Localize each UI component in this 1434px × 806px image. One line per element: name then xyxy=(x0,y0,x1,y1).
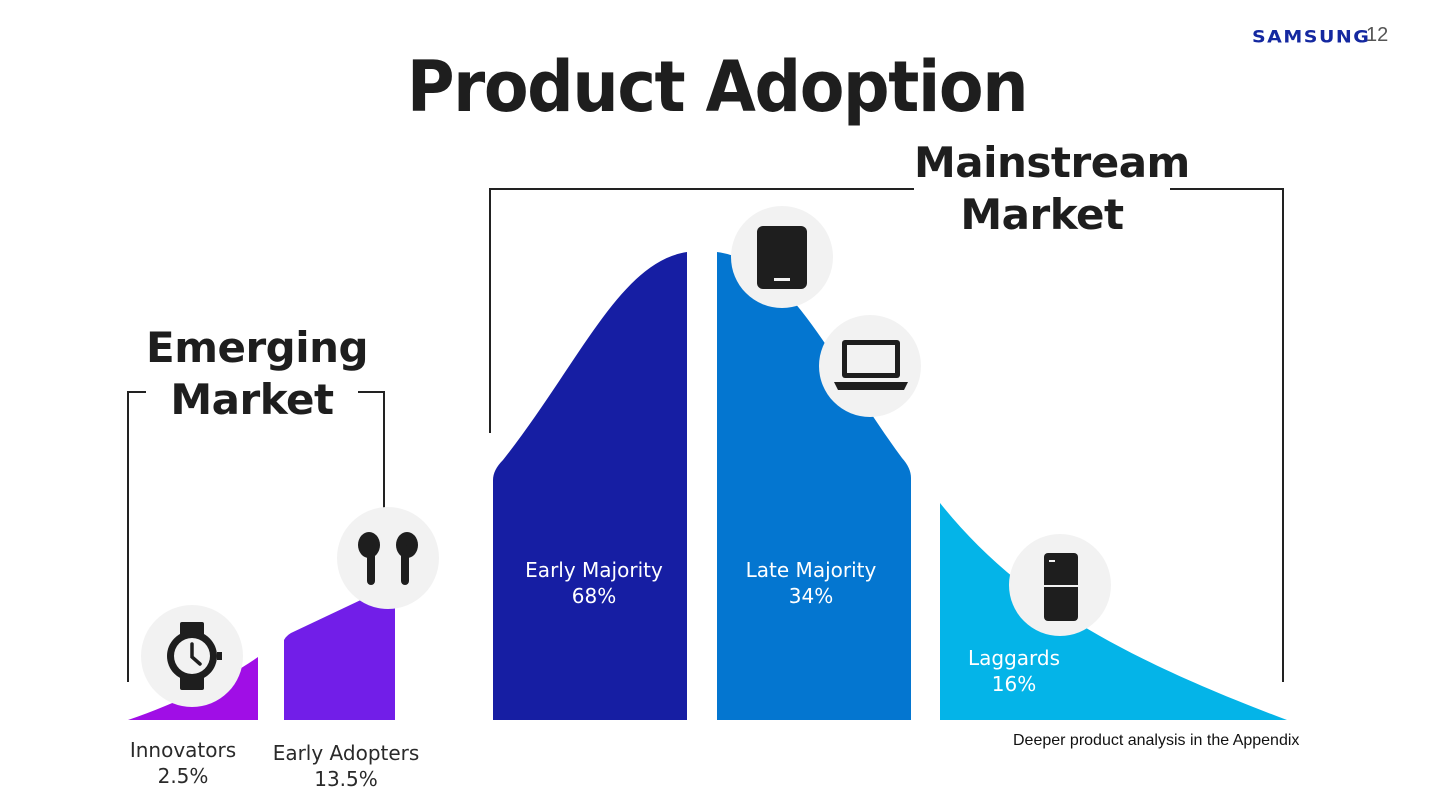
smartwatch-icon xyxy=(141,605,243,707)
laptop-icon xyxy=(819,315,921,417)
early-majority-label: Early Majority 68% xyxy=(525,558,663,608)
page-number: 12 xyxy=(1366,24,1389,46)
mainstream-market-bracket xyxy=(489,188,1284,682)
emerging-market-bracket xyxy=(127,391,385,682)
innovators-segment xyxy=(128,657,258,720)
laggards-segment xyxy=(940,503,1287,720)
page-title: Product Adoption xyxy=(406,46,1029,128)
late-majority-segment xyxy=(717,252,911,720)
early-adopters-label: Early Adopters 13.5% xyxy=(272,741,420,791)
mainstream-market-label: Mainstream Market xyxy=(914,137,1190,241)
appendix-footnote: Deeper product analysis in the Appendix xyxy=(1013,732,1300,749)
innovators-label: Innovators 2.5% xyxy=(129,738,237,788)
laggards-label: Laggards 16% xyxy=(967,646,1061,696)
fridge-icon xyxy=(1009,534,1111,636)
early-majority-segment xyxy=(493,252,687,720)
tablet-icon xyxy=(731,206,833,308)
samsung-logo: SAMSUNG xyxy=(1252,27,1371,47)
early-adopters-segment xyxy=(284,592,395,720)
emerging-market-label: Emerging Market xyxy=(146,322,369,426)
late-majority-label: Late Majority 34% xyxy=(745,558,877,608)
earbuds-icon xyxy=(337,507,439,609)
